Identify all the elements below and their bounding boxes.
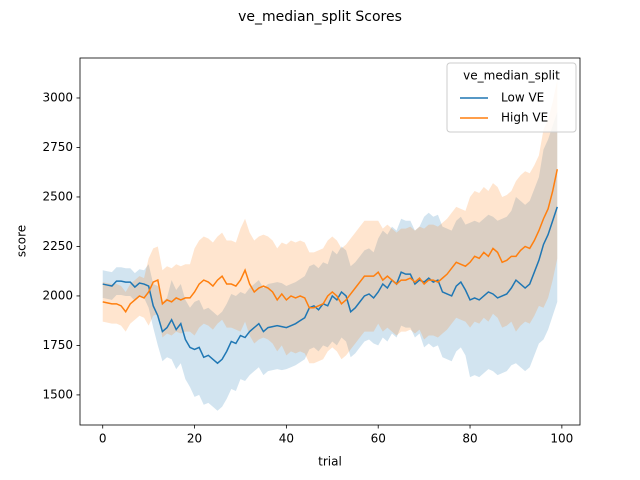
x-tick-label: 20 bbox=[187, 432, 202, 446]
legend-label: Low VE bbox=[501, 91, 544, 105]
chart-title: ve_median_split Scores bbox=[238, 9, 402, 25]
series-line bbox=[102, 206, 558, 365]
x-tick-label: 60 bbox=[371, 432, 386, 446]
confidence-band bbox=[102, 111, 558, 411]
legend-box bbox=[446, 62, 577, 133]
plot-frame bbox=[79, 57, 581, 426]
y-tick-label: 3000 bbox=[42, 90, 73, 104]
y-tick-label: 1750 bbox=[42, 338, 73, 352]
y-tick-label: 2500 bbox=[42, 189, 73, 203]
y-tick-label: 2250 bbox=[42, 239, 73, 253]
legend-title: ve_median_split bbox=[463, 69, 560, 83]
x-tick-label: 80 bbox=[462, 432, 477, 446]
y-tick-label: 2000 bbox=[42, 288, 73, 302]
series-line bbox=[102, 169, 559, 314]
y-tick-label: 2750 bbox=[42, 140, 73, 154]
x-axis-label: trial bbox=[318, 455, 342, 469]
y-axis-label: score bbox=[15, 225, 29, 257]
x-tick-label: 40 bbox=[279, 432, 294, 446]
x-tick-label: 0 bbox=[99, 432, 107, 446]
x-tick-label: 100 bbox=[550, 432, 573, 446]
legend-label: High VE bbox=[501, 111, 548, 125]
y-tick-label: 1500 bbox=[42, 387, 73, 401]
